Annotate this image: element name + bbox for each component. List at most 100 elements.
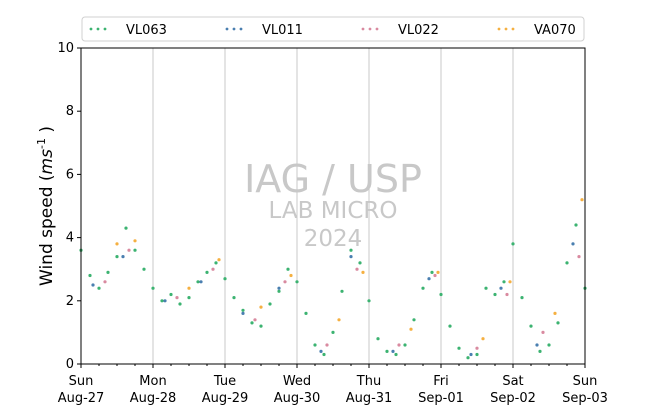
data-point-vl063 (529, 324, 533, 328)
data-point-vl011 (199, 280, 203, 284)
watermark-line-2: LAB MICRO (269, 198, 398, 224)
x-tick-day: Tue (213, 374, 236, 389)
data-point-vl011 (427, 277, 431, 281)
x-tick-label: Sep-02 (490, 391, 536, 406)
data-point-vl063 (475, 352, 479, 357)
data-point-vl063 (223, 277, 227, 281)
legend-box (81, 16, 585, 42)
legend-marker (504, 27, 508, 31)
legend-marker (361, 27, 365, 31)
data-point-vl063 (115, 255, 119, 259)
data-point-vl063 (322, 352, 326, 357)
x-tick-label: Aug-27 (58, 391, 105, 406)
data-point-vl063 (160, 299, 164, 303)
x-tick-day: Fri (433, 374, 449, 389)
data-point-va070 (580, 198, 584, 202)
legend-label: VL011 (262, 23, 303, 38)
data-point-vl022 (175, 296, 179, 300)
data-point-vl022 (475, 346, 479, 350)
data-point-va070 (508, 280, 512, 284)
legend-marker (96, 27, 100, 31)
y-tick-label: 8 (66, 104, 74, 119)
data-point-vl011 (121, 255, 125, 259)
legend-label: VL022 (398, 23, 439, 38)
legend-item-vl011: VL011 (225, 23, 303, 38)
data-point-vl063 (142, 267, 146, 271)
data-point-vl063 (439, 292, 443, 297)
data-point-va070 (436, 270, 440, 274)
data-point-va070 (481, 337, 485, 341)
data-point-vl063 (169, 292, 173, 297)
legend-marker (375, 27, 379, 31)
x-tick-label: Sep-03 (562, 391, 608, 406)
data-point-vl022 (253, 318, 257, 322)
data-point-vl011 (163, 299, 167, 303)
y-axis-label-text: Wind speed (37, 186, 57, 286)
data-point-vl063 (358, 261, 362, 265)
data-point-vl063 (457, 346, 461, 350)
data-point-vl011 (571, 242, 575, 246)
data-point-vl063 (376, 337, 380, 341)
data-point-va070 (337, 318, 341, 322)
data-point-vl063 (484, 286, 488, 290)
legend-marker (232, 27, 236, 31)
x-tick-day: Wed (283, 374, 311, 389)
x-tick-day: Mon (139, 374, 166, 389)
watermark: IAG / USP LAB MICRO 2024 (244, 157, 422, 252)
data-point-vl063 (403, 343, 407, 347)
data-point-vl063 (466, 356, 470, 360)
data-point-vl022 (211, 267, 215, 271)
x-tick-day: Thu (356, 374, 381, 389)
data-point-vl063 (88, 273, 92, 278)
x-tick-label: Aug-31 (346, 391, 393, 406)
data-point-vl063 (502, 280, 506, 284)
data-point-vl022 (283, 280, 287, 284)
y-tick-label: 10 (57, 41, 74, 56)
x-tick-day: Sun (69, 374, 94, 389)
data-point-vl063 (349, 248, 353, 252)
data-point-vl063 (493, 292, 497, 297)
y-tick-label: 4 (66, 231, 74, 246)
data-point-vl063 (133, 248, 137, 252)
data-point-vl063 (97, 286, 101, 290)
data-point-va070 (289, 273, 293, 278)
legend-marker (511, 27, 515, 31)
data-point-vl063 (538, 349, 542, 353)
legend-item-vl063: VL063 (89, 23, 167, 38)
data-point-vl063 (295, 280, 299, 284)
y-axis-label: Wind speed (ms-1 ) (35, 126, 57, 286)
data-point-vl063 (448, 324, 452, 328)
data-point-vl063 (340, 289, 344, 293)
y-axis-label-open-paren: ( (37, 174, 57, 181)
data-point-vl022 (103, 280, 107, 284)
data-point-vl063 (277, 289, 281, 293)
data-point-vl063 (313, 343, 317, 347)
x-axis: Sun Aug-27 Mon Aug-28 Tue Aug-29 Wed Aug-30 Thu A… (58, 364, 608, 406)
x-tick-label: Aug-29 (202, 391, 249, 406)
x-tick-label: Aug-30 (274, 391, 321, 406)
y-axis-label-close-paren: ) (37, 126, 57, 138)
data-point-vl063 (520, 296, 524, 300)
data-point-vl011 (535, 343, 539, 347)
data-point-vl063 (430, 270, 434, 274)
data-point-vl063 (385, 349, 389, 353)
y-axis-label-unit-exp: -1 (35, 138, 48, 149)
data-point-vl063 (151, 286, 155, 290)
data-point-vl022 (397, 343, 401, 347)
legend-item-va070: VA070 (497, 23, 576, 38)
data-point-vl063 (565, 261, 569, 265)
data-point-vl063 (268, 302, 272, 306)
legend-marker (103, 27, 107, 31)
data-points (79, 198, 587, 360)
data-point-vl063 (394, 352, 398, 357)
legend-marker (225, 27, 229, 31)
legend-marker (497, 27, 501, 31)
legend-label: VL063 (126, 23, 167, 38)
data-point-vl011 (391, 349, 395, 353)
data-point-vl022 (541, 330, 545, 334)
data-point-va070 (187, 286, 191, 290)
data-point-vl063 (205, 270, 209, 274)
data-point-vl011 (91, 283, 95, 287)
y-tick-label: 2 (66, 294, 74, 309)
